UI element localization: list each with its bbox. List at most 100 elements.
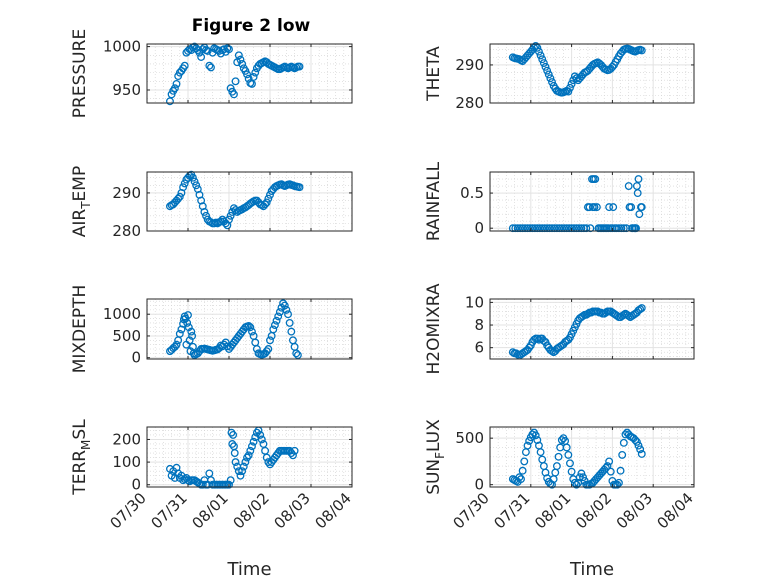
data-point — [226, 476, 235, 485]
y-tick-label: 0 — [131, 476, 141, 494]
data-point — [179, 183, 188, 192]
data-point — [266, 336, 274, 345]
y-tick-label: 1000 — [103, 305, 141, 323]
subplot-2: 280 290 AIRTEMP — [70, 166, 353, 240]
data-point — [279, 299, 288, 308]
data-point — [585, 203, 594, 212]
data-point — [579, 473, 587, 482]
data-point — [284, 310, 292, 319]
data-point — [249, 73, 258, 81]
data-point — [531, 41, 540, 50]
data-point — [557, 436, 566, 444]
data-point — [627, 203, 636, 212]
data-point — [603, 462, 612, 471]
data-point — [269, 325, 278, 334]
data-point — [525, 437, 534, 445]
data-point — [518, 466, 527, 475]
data-point — [566, 83, 574, 92]
data-point — [613, 480, 622, 489]
data-point — [520, 457, 529, 466]
subplot-3: 0 0.5 RAINFALL — [424, 161, 695, 241]
data-point — [544, 70, 553, 79]
y-tick-label: 6 — [474, 339, 484, 357]
y-tick-label: 950 — [112, 81, 141, 99]
data-point — [231, 77, 240, 86]
data-point — [295, 183, 304, 192]
y-axis-label: MIXDEPTH — [70, 285, 90, 374]
data-point — [249, 437, 258, 446]
data-point — [234, 467, 243, 476]
data-point — [605, 203, 614, 212]
y-tick-label: 10 — [465, 293, 484, 311]
data-point — [543, 66, 552, 75]
data-point — [170, 342, 179, 351]
data-point — [257, 435, 266, 444]
data-point — [184, 323, 193, 332]
data-point — [198, 480, 207, 489]
y-axis-label: THETA — [424, 46, 444, 102]
data-point — [538, 55, 547, 64]
data-point — [632, 437, 641, 446]
figure-title: Figure 2 low — [192, 16, 311, 36]
data-point — [172, 340, 181, 349]
data-point — [539, 59, 548, 67]
axes-frame — [146, 43, 353, 104]
y-tick-label: 200 — [112, 430, 141, 448]
data-point — [270, 321, 279, 330]
data-point — [272, 316, 281, 325]
data-point — [618, 450, 627, 459]
data-point — [636, 305, 645, 314]
data-point — [575, 473, 584, 482]
data-point — [174, 194, 183, 203]
data-point — [287, 327, 296, 336]
data-point — [533, 43, 542, 52]
data-point — [590, 203, 599, 212]
y-tick-label: 100 — [112, 453, 141, 471]
subplot-4: 0 500 1000 MIXDEPTH — [70, 285, 353, 374]
data-point — [238, 467, 247, 476]
data-point — [562, 443, 571, 452]
y-tick-label: 8 — [474, 316, 484, 334]
data-point — [200, 208, 209, 216]
axes-frame — [489, 43, 695, 104]
data-point — [280, 301, 289, 310]
data-point — [609, 203, 618, 212]
data-point — [187, 327, 196, 336]
data-point — [591, 175, 600, 183]
data-point — [621, 430, 630, 439]
data-point — [528, 430, 537, 439]
data-point — [572, 74, 581, 83]
data-point — [605, 457, 614, 466]
data-point — [289, 451, 297, 460]
data-point — [530, 43, 539, 52]
y-axis-label: SUNFLUX — [424, 419, 447, 495]
data-point — [246, 323, 255, 332]
x-axis-label: Time — [226, 559, 271, 580]
data-point — [293, 351, 302, 360]
data-point — [183, 318, 192, 327]
data-point — [175, 329, 184, 338]
x-axis-label: Time — [569, 559, 614, 580]
data-point — [633, 189, 642, 198]
y-tick-label: 280 — [455, 94, 484, 112]
data-point — [564, 87, 573, 96]
data-point — [517, 475, 525, 484]
data-point — [205, 61, 214, 70]
data-point — [243, 70, 251, 79]
data-point — [515, 473, 524, 482]
data-point — [166, 97, 174, 106]
data-point — [292, 349, 301, 358]
data-point — [541, 62, 550, 71]
data-point — [170, 84, 179, 93]
data-point — [190, 177, 199, 186]
y-tick-label: 500 — [455, 429, 484, 447]
subplot-1: 280 290 THETA — [424, 41, 695, 112]
data-point — [172, 79, 181, 88]
data-point — [248, 327, 256, 336]
y-axis-label: PRESSURE — [70, 29, 90, 118]
data-point — [635, 210, 644, 219]
data-point — [546, 74, 555, 83]
data-point — [262, 198, 271, 207]
data-point — [567, 80, 576, 88]
